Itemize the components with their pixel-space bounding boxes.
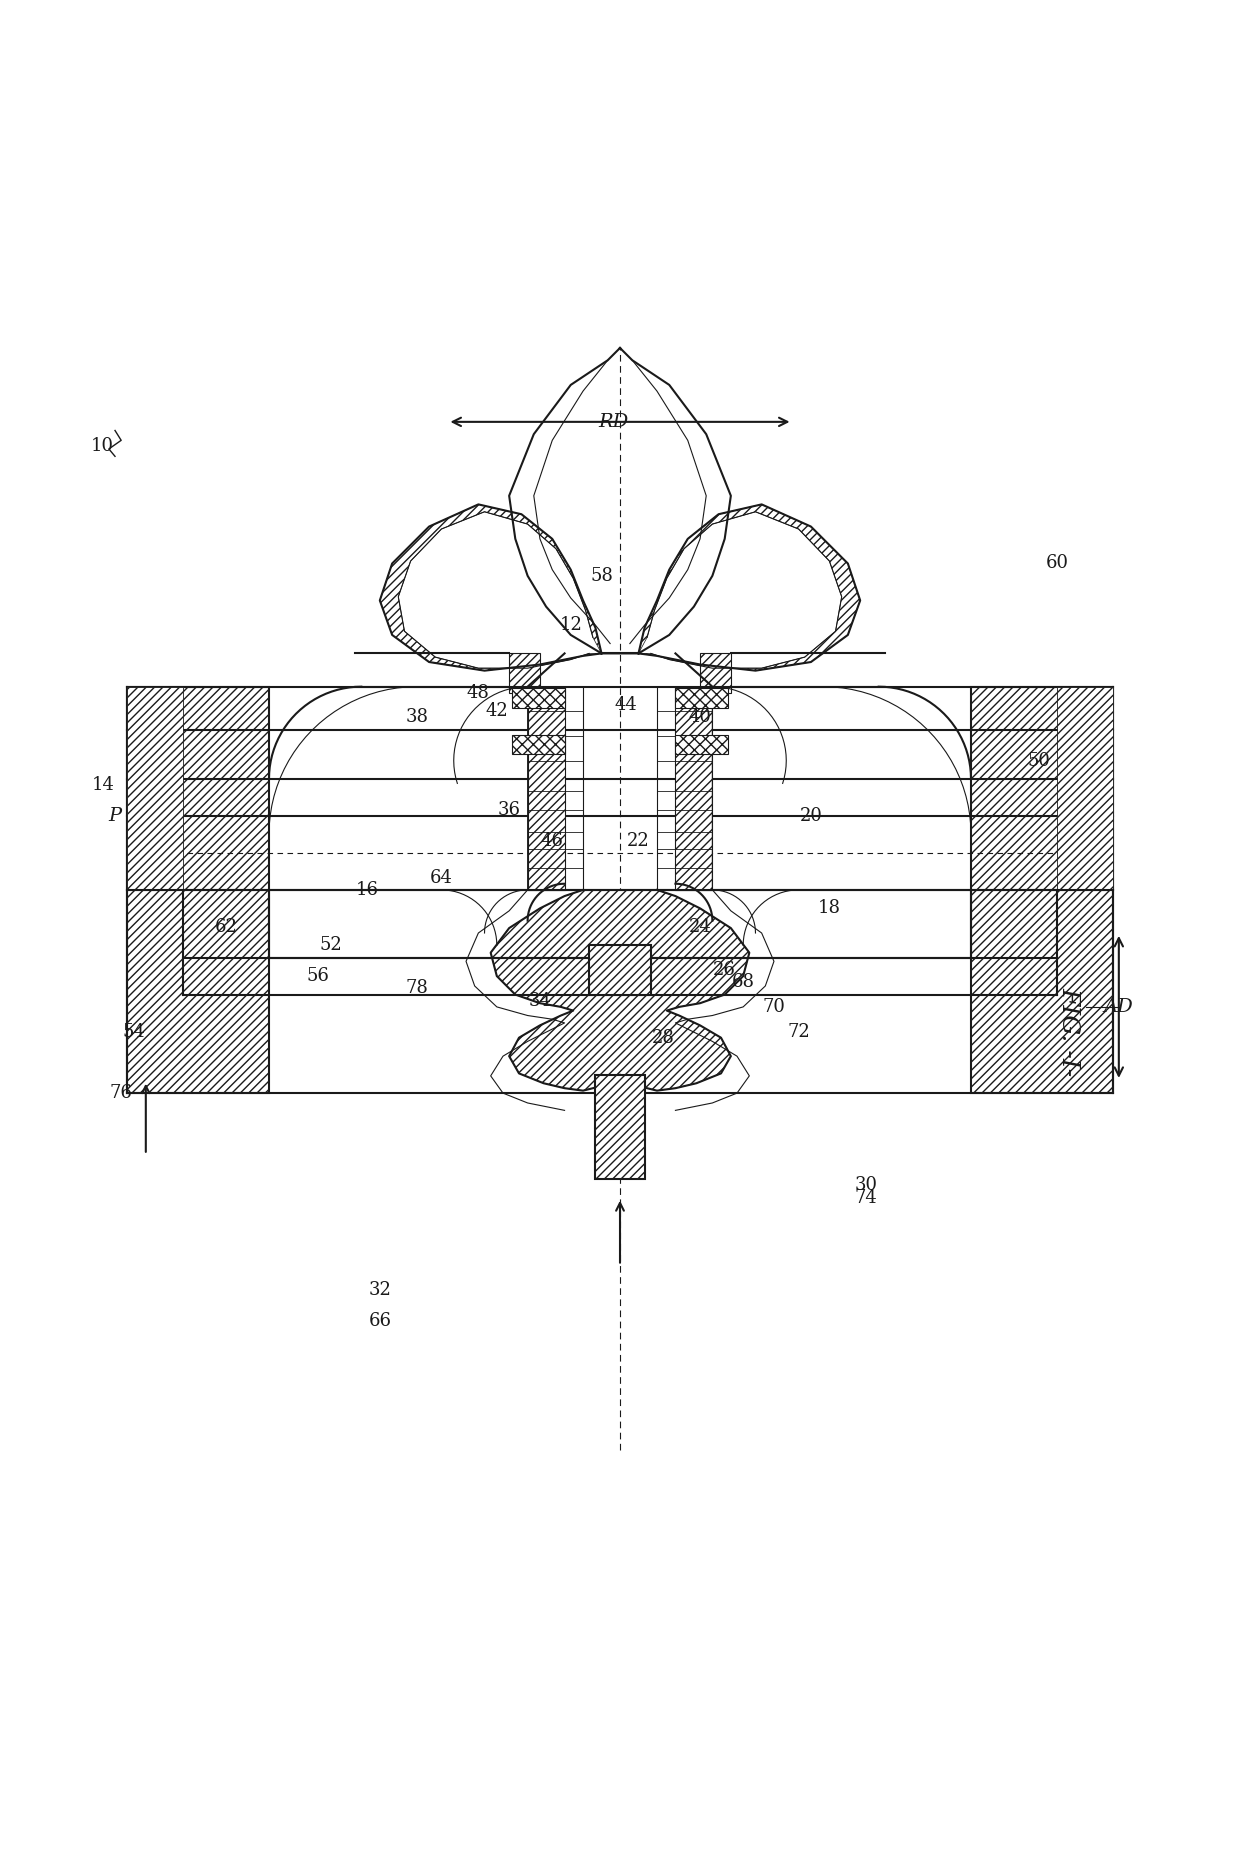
Text: 20: 20	[800, 806, 822, 825]
Text: 36: 36	[497, 801, 521, 819]
Polygon shape	[128, 687, 182, 890]
Text: 34: 34	[528, 991, 552, 1010]
Text: RD: RD	[599, 412, 629, 431]
Polygon shape	[971, 687, 1112, 1093]
Bar	[701, 653, 730, 692]
Text: 62: 62	[215, 918, 237, 937]
Bar	[595, 1075, 645, 1179]
Text: 14: 14	[92, 776, 114, 795]
Text: 48: 48	[467, 683, 490, 702]
Text: 72: 72	[787, 1023, 810, 1041]
Text: 18: 18	[818, 899, 841, 918]
Text: 70: 70	[763, 998, 785, 1015]
Text: 60: 60	[1045, 554, 1069, 573]
Polygon shape	[639, 504, 861, 670]
Text: 12: 12	[559, 616, 582, 634]
Text: 74: 74	[854, 1189, 878, 1207]
Text: 44: 44	[615, 696, 637, 715]
Text: AD: AD	[1104, 998, 1133, 1015]
Text: 38: 38	[405, 709, 428, 726]
Bar	[676, 735, 728, 754]
Bar	[512, 689, 564, 707]
Text: 58: 58	[590, 567, 613, 584]
Text: 64: 64	[430, 868, 453, 886]
Text: 66: 66	[368, 1312, 392, 1330]
Text: FIG. -I-: FIG. -I-	[1058, 987, 1080, 1077]
Polygon shape	[491, 890, 749, 1090]
Polygon shape	[528, 687, 564, 890]
Bar	[512, 735, 564, 754]
Text: 78: 78	[405, 980, 428, 998]
Text: 16: 16	[356, 881, 379, 899]
Polygon shape	[379, 504, 601, 670]
Text: 42: 42	[485, 702, 508, 720]
Text: 40: 40	[688, 709, 712, 726]
Bar	[676, 689, 728, 707]
Polygon shape	[676, 687, 712, 890]
Bar	[589, 946, 651, 995]
Text: P: P	[108, 806, 122, 825]
Text: 24: 24	[688, 918, 712, 937]
Text: 32: 32	[368, 1282, 392, 1299]
Text: 50: 50	[1027, 752, 1050, 769]
Text: 76: 76	[109, 1084, 133, 1103]
Polygon shape	[1058, 687, 1112, 890]
Text: 52: 52	[319, 937, 342, 954]
Text: 22: 22	[627, 832, 650, 849]
Text: 56: 56	[306, 967, 330, 985]
Text: 30: 30	[854, 1176, 878, 1194]
Text: 26: 26	[713, 961, 737, 980]
Text: 46: 46	[541, 832, 564, 849]
Bar	[510, 653, 539, 692]
Text: 54: 54	[122, 1023, 145, 1041]
Text: 28: 28	[652, 1028, 675, 1047]
Text: 10: 10	[92, 437, 114, 455]
Text: 68: 68	[732, 974, 755, 991]
Polygon shape	[128, 687, 269, 1093]
